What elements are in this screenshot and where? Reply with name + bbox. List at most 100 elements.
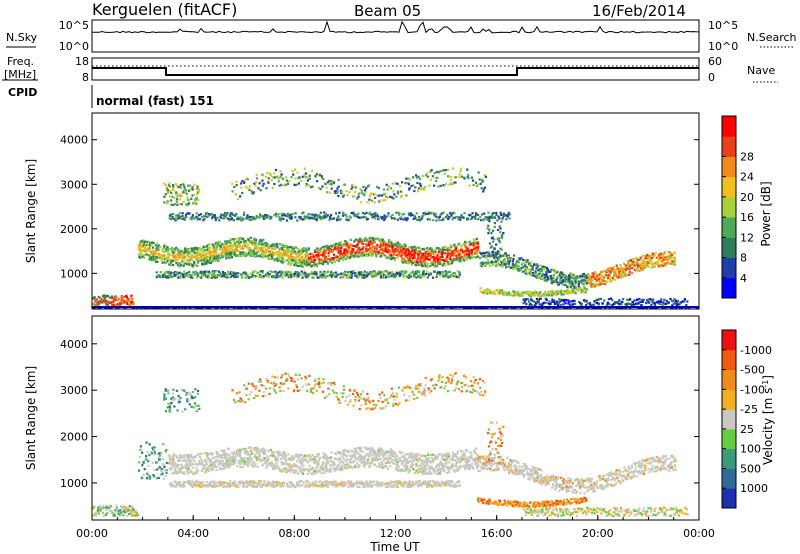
power-echo-cell bbox=[268, 273, 271, 276]
power-echo-cell bbox=[420, 255, 423, 258]
power-echo-cell bbox=[414, 248, 417, 251]
power-echo-cell bbox=[189, 188, 192, 191]
power-echo-cell bbox=[547, 268, 550, 272]
power-echo-cell bbox=[336, 248, 339, 251]
power-echo-cell bbox=[405, 218, 408, 221]
power-echo-cell bbox=[556, 304, 560, 307]
power-echo-cell bbox=[417, 275, 420, 278]
power-echo-cell bbox=[470, 217, 473, 220]
power-echo-cell bbox=[512, 294, 515, 297]
power-echo-cell bbox=[333, 244, 337, 248]
power-echo-cell bbox=[245, 245, 248, 248]
power-echo-cell bbox=[351, 244, 354, 247]
power-echo-cell bbox=[288, 273, 291, 276]
power-echo-cell bbox=[497, 238, 500, 241]
power-echo-cell bbox=[207, 248, 210, 251]
power-echo-cell bbox=[302, 218, 305, 221]
power-echo-cell bbox=[278, 252, 281, 255]
power-echo-cell bbox=[393, 193, 396, 196]
power-echo-cell bbox=[505, 262, 508, 265]
power-echo-cell bbox=[175, 218, 178, 222]
power-echo-cell bbox=[309, 252, 312, 255]
power-echo-cell bbox=[276, 175, 279, 178]
power-echo-cell bbox=[223, 275, 226, 278]
power-echo-cell bbox=[407, 212, 410, 215]
power-echo-cell bbox=[385, 183, 388, 186]
power-echo-cell bbox=[380, 248, 383, 251]
power-echo-cell bbox=[622, 297, 625, 301]
power-echo-cell bbox=[195, 276, 198, 279]
power-echo-cell bbox=[590, 304, 593, 307]
power-echo-cell bbox=[556, 281, 559, 284]
power-echo-cell bbox=[415, 272, 418, 275]
power-echo-cell bbox=[274, 251, 277, 254]
power-echo-cell bbox=[262, 250, 265, 253]
power-echo-cell bbox=[353, 255, 356, 259]
power-echo-cell bbox=[559, 276, 562, 279]
power-echo-cell bbox=[390, 242, 394, 245]
power-echo-cell bbox=[294, 216, 297, 219]
power-echo-cell bbox=[264, 175, 268, 178]
power-echo-cell bbox=[433, 184, 436, 187]
power-echo-cell bbox=[313, 259, 317, 262]
power-echo-cell bbox=[638, 298, 641, 301]
noise-tick-right-top: 10^5 bbox=[708, 19, 738, 32]
power-echo-cell bbox=[563, 274, 566, 277]
power-echo-cell bbox=[377, 217, 381, 220]
power-echo-cell bbox=[276, 271, 279, 274]
power-echo-cell bbox=[437, 216, 440, 219]
power-echo-cell bbox=[281, 253, 284, 256]
power-echo-cell bbox=[298, 254, 301, 257]
power-echo-cell bbox=[422, 270, 425, 273]
power-echo-cell bbox=[383, 249, 386, 252]
power-echo-cell bbox=[248, 185, 251, 188]
power-echo-cell bbox=[567, 299, 570, 302]
power-echo-cell bbox=[228, 256, 231, 259]
power-echo-cell bbox=[386, 215, 389, 218]
power-echo-cell bbox=[92, 297, 96, 300]
power-echo-cell bbox=[222, 273, 225, 276]
power-echo-cell bbox=[168, 270, 171, 273]
power-echo-cell bbox=[456, 255, 459, 258]
power-echo-cell bbox=[221, 243, 224, 246]
power-echo-cell bbox=[200, 276, 203, 279]
power-echo-cell bbox=[328, 250, 331, 253]
power-echo-cell bbox=[247, 253, 250, 256]
power-echo-cell bbox=[268, 246, 271, 249]
power-echo-cell bbox=[414, 270, 417, 273]
power-echo-cell bbox=[670, 253, 674, 256]
power-echo-cell bbox=[208, 261, 211, 264]
power-echo-cell bbox=[251, 242, 254, 245]
power-echo-cell bbox=[185, 258, 188, 261]
power-echo-cell bbox=[267, 180, 270, 183]
nsky-label: N.Sky bbox=[6, 31, 38, 44]
power-echo-cell bbox=[157, 244, 160, 247]
power-echo-cell bbox=[613, 301, 616, 304]
power-echo-cell bbox=[118, 303, 121, 306]
power-echo-cell bbox=[235, 213, 238, 216]
power-echo-cell bbox=[244, 276, 247, 279]
power-echo-cell bbox=[596, 302, 599, 305]
power-echo-cell bbox=[444, 270, 447, 273]
power-echo-cell bbox=[428, 211, 431, 214]
power-echo-cell bbox=[365, 216, 368, 219]
power-echo-cell bbox=[609, 271, 612, 274]
power-echo-cell bbox=[445, 272, 448, 275]
power-echo-cell bbox=[279, 243, 282, 246]
power-echo-cell bbox=[373, 201, 376, 204]
power-echo-cell bbox=[593, 282, 596, 285]
power-echo-cell bbox=[601, 270, 604, 273]
power-echo-cell bbox=[484, 289, 487, 292]
power-echo-cell bbox=[366, 254, 369, 257]
power-echo-cell bbox=[396, 218, 399, 221]
power-echo-cell bbox=[650, 303, 653, 306]
power-echo-cell bbox=[626, 264, 629, 268]
power-echo-cell bbox=[230, 245, 233, 248]
power-echo-cell bbox=[336, 273, 339, 277]
power-echo-cell bbox=[278, 259, 281, 262]
power-echo-cell bbox=[182, 255, 185, 258]
power-echo-cell bbox=[336, 190, 339, 193]
power-echo-cell bbox=[282, 244, 285, 247]
power-scatter-marks bbox=[92, 167, 699, 310]
